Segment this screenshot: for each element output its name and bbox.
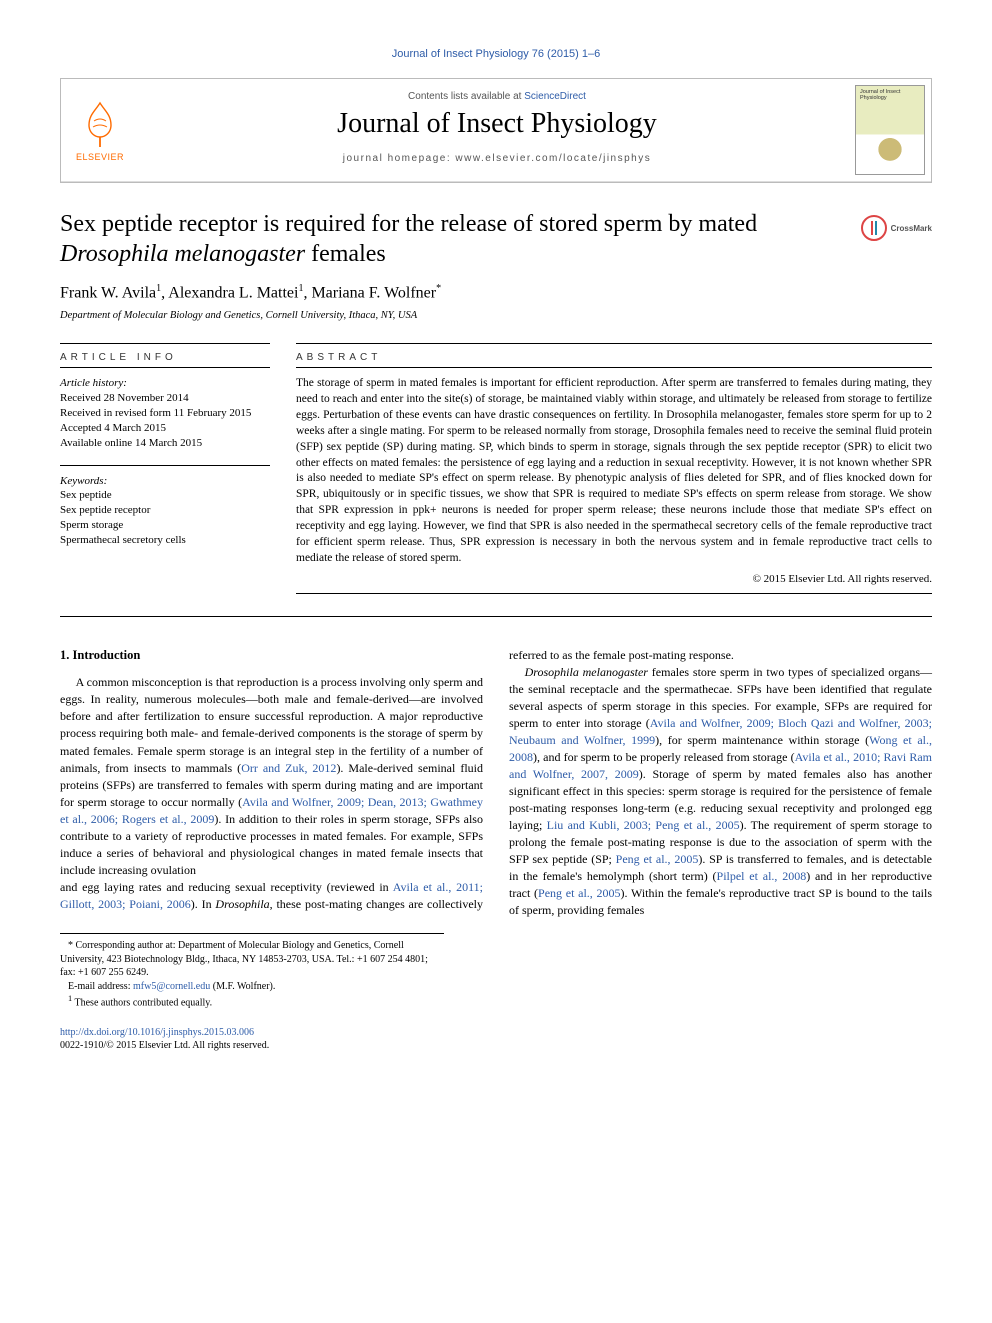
- keyword-3: Sperm storage: [60, 518, 270, 533]
- email-footnote: E-mail address: mfw5@cornell.edu (M.F. W…: [60, 980, 444, 994]
- abstract-text: The storage of sperm in mated females is…: [296, 376, 932, 566]
- crossmark-badge[interactable]: CrossMark: [861, 215, 932, 241]
- elsevier-label: ELSEVIER: [76, 152, 124, 162]
- article-info-column: ARTICLE INFO Article history: Received 2…: [60, 339, 270, 601]
- equal-contrib-footnote: 1 These authors contributed equally.: [60, 993, 444, 1010]
- journal-homepage-line: journal homepage: www.elsevier.com/locat…: [147, 148, 847, 169]
- abstract-head: ABSTRACT: [296, 352, 932, 363]
- contents-available-line: Contents lists available at ScienceDirec…: [147, 91, 847, 102]
- keyword-2: Sex peptide receptor: [60, 503, 270, 518]
- equal-sup: 1: [68, 994, 72, 1003]
- cover-label: Journal of Insect Physiology: [860, 89, 924, 101]
- history-online: Available online 14 March 2015: [60, 436, 270, 451]
- footnotes-block: * Corresponding author at: Department of…: [60, 933, 444, 1010]
- section-1-heading: 1. Introduction: [60, 647, 483, 665]
- body-two-columns: 1. Introduction A common misconception i…: [60, 647, 932, 920]
- title-post: females: [305, 241, 386, 267]
- article-info-head: ARTICLE INFO: [60, 352, 270, 363]
- issn-copyright: 0022-1910/© 2015 Elsevier Ltd. All right…: [60, 1039, 932, 1053]
- body-para-1: A common misconception is that reproduct…: [60, 674, 483, 878]
- equal-text: These authors contributed equally.: [75, 997, 213, 1008]
- abstract-column: ABSTRACT The storage of sperm in mated f…: [296, 339, 932, 601]
- keyword-4: Spermathecal secretory cells: [60, 533, 270, 548]
- doi-link[interactable]: http://dx.doi.org/10.1016/j.jinsphys.201…: [60, 1026, 932, 1040]
- email-name: (M.F. Wolfner).: [213, 981, 276, 992]
- elsevier-tree-icon: [75, 99, 125, 149]
- email-label: E-mail address:: [68, 981, 130, 992]
- bottom-bar: http://dx.doi.org/10.1016/j.jinsphys.201…: [60, 1026, 932, 1053]
- article-title: Sex peptide receptor is required for the…: [60, 209, 932, 269]
- body-p2a: and egg laying rates and reducing sexual…: [60, 880, 393, 894]
- sciencedirect-link[interactable]: ScienceDirect: [524, 91, 586, 102]
- title-pre: Sex peptide receptor is required for the…: [60, 211, 757, 237]
- author-3: Mariana F. Wolfner: [311, 284, 436, 301]
- body-p3c: ), for sperm maintenance within storage …: [655, 733, 869, 747]
- citation-link[interactable]: Orr and Zuk, 2012: [241, 761, 336, 775]
- crossmark-icon: [861, 215, 887, 241]
- author-3-star: *: [436, 283, 441, 294]
- body-para-3: Drosophila melanogaster females store sp…: [509, 664, 932, 919]
- citation-link[interactable]: Liu and Kubli, 2003; Peng et al., 2005: [547, 818, 740, 832]
- journal-name: Journal of Insect Physiology: [147, 108, 847, 140]
- keywords-label: Keywords:: [60, 474, 270, 489]
- history-received: Received 28 November 2014: [60, 391, 270, 406]
- body-p2b: ). In: [191, 897, 216, 911]
- body-it1: Drosophila: [215, 897, 269, 911]
- citation-link[interactable]: Peng et al., 2005: [538, 886, 620, 900]
- homepage-url[interactable]: www.elsevier.com/locate/jinsphys: [455, 153, 651, 164]
- history-accepted: Accepted 4 March 2015: [60, 421, 270, 436]
- body-p3d: ), and for sperm to be properly released…: [533, 750, 795, 764]
- copyright-line: © 2015 Elsevier Ltd. All rights reserved…: [296, 573, 932, 585]
- email-link[interactable]: mfw5@cornell.edu: [133, 981, 210, 992]
- citation-link[interactable]: Pilpel et al., 2008: [717, 869, 807, 883]
- author-2-sup: 1: [298, 283, 303, 294]
- author-2: Alexandra L. Mattei: [168, 284, 298, 301]
- journal-header-box: ELSEVIER Contents lists available at Sci…: [60, 78, 932, 183]
- homepage-label: journal homepage:: [343, 153, 451, 164]
- corresponding-author-footnote: * Corresponding author at: Department of…: [60, 939, 444, 980]
- cover-figure-icon: [863, 123, 917, 167]
- body-p3a: Drosophila melanogaster: [525, 665, 648, 679]
- author-1-sup: 1: [156, 283, 161, 294]
- citation-link[interactable]: Peng et al., 2005: [616, 852, 699, 866]
- title-species: Drosophila melanogaster: [60, 241, 305, 267]
- contents-available-text: Contents lists available at: [408, 91, 521, 102]
- history-revised: Received in revised form 11 February 201…: [60, 406, 270, 421]
- history-label: Article history:: [60, 376, 270, 391]
- keyword-1: Sex peptide: [60, 488, 270, 503]
- affiliation: Department of Molecular Biology and Gene…: [60, 310, 932, 321]
- running-head: Journal of Insect Physiology 76 (2015) 1…: [60, 48, 932, 60]
- crossmark-label: CrossMark: [891, 224, 932, 233]
- journal-cover-thumbnail: Journal of Insect Physiology: [855, 85, 925, 175]
- authors-line: Frank W. Avila1, Alexandra L. Mattei1, M…: [60, 283, 932, 302]
- elsevier-logo: ELSEVIER: [61, 84, 139, 176]
- author-1: Frank W. Avila: [60, 284, 156, 301]
